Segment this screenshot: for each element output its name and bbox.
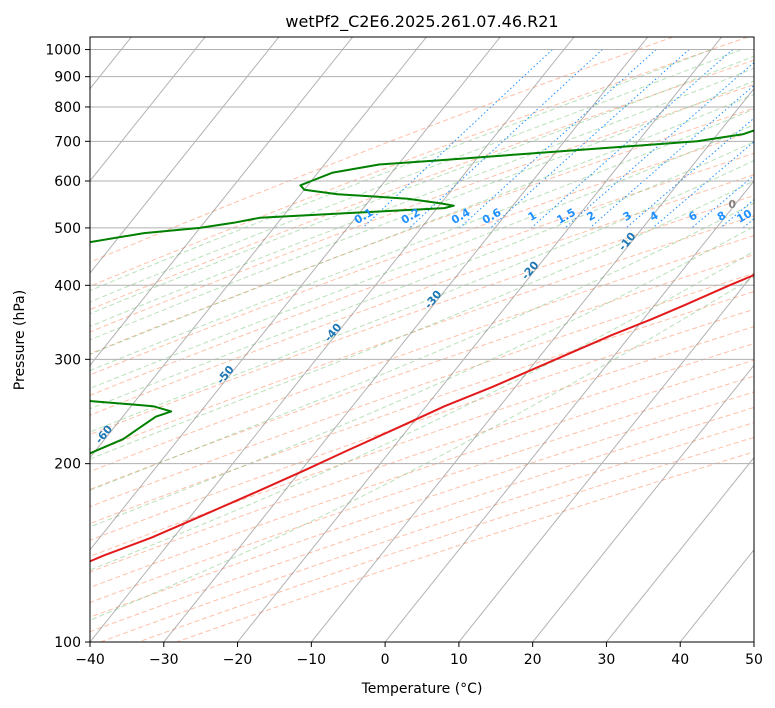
dry-adiabat xyxy=(90,37,674,263)
isotherm xyxy=(384,180,754,642)
x-tick-label: −30 xyxy=(149,652,179,668)
y-tick-label: 600 xyxy=(54,174,81,190)
moist-adiabat xyxy=(90,80,754,341)
x-tick-label: 0 xyxy=(381,652,390,668)
dry-adiabat xyxy=(90,359,754,588)
background-lines xyxy=(90,37,754,642)
moist-adiabat xyxy=(90,202,754,491)
isotherm xyxy=(606,456,754,642)
isotherm xyxy=(237,37,722,642)
moist-adiabat xyxy=(90,160,754,433)
moist-adiabat xyxy=(90,55,754,315)
moist-adiabat xyxy=(90,93,754,355)
dry-adiabat xyxy=(90,59,754,311)
zero-isotherm-label: 0 xyxy=(728,198,736,211)
dry-adiabat xyxy=(90,375,754,604)
y-tick-label: 800 xyxy=(54,100,81,116)
mixing-ratio-line xyxy=(530,49,734,229)
y-tick-label: 300 xyxy=(54,352,81,368)
mixing-ratio-line xyxy=(564,61,754,229)
y-axis-label: Pressure (hPa) xyxy=(12,290,28,390)
isotherm xyxy=(90,37,501,551)
x-tick-label: −20 xyxy=(223,652,253,668)
dry-adiabat xyxy=(90,391,754,618)
temperature-profile xyxy=(90,273,754,563)
dry-adiabat xyxy=(90,174,754,416)
x-tick-label: 30 xyxy=(598,652,616,668)
isotherm xyxy=(458,272,754,642)
y-tick-label: 400 xyxy=(54,278,81,294)
dry-adiabat xyxy=(90,342,754,573)
dry-adiabat xyxy=(90,254,754,490)
y-tick-label: 700 xyxy=(54,134,81,150)
dry-adiabat xyxy=(90,195,754,436)
mixing-ratio-line xyxy=(589,84,754,229)
x-tick-label: 10 xyxy=(450,652,468,668)
isotherm xyxy=(90,37,354,367)
chart-title: wetPf2_C2E6.2025.261.07.46.R21 xyxy=(285,12,558,32)
y-tick-label: 900 xyxy=(54,70,81,86)
y-tick-label: 1000 xyxy=(45,43,81,59)
y-tick-label: 500 xyxy=(54,221,81,237)
moist-adiabat xyxy=(90,108,754,372)
x-tick-label: 20 xyxy=(524,652,542,668)
x-tick-label: 40 xyxy=(671,652,689,668)
dry-adiabat xyxy=(90,326,754,557)
x-tick-label: −10 xyxy=(297,652,327,668)
x-axis: −40 −30 −20 −10 0 10 20 30 40 50 xyxy=(75,642,763,668)
dry-adiabat xyxy=(138,436,754,642)
moist-adiabat xyxy=(90,124,754,389)
mixing-ratio-line xyxy=(362,49,553,229)
moist-adiabat xyxy=(90,276,754,621)
profiles xyxy=(90,129,754,563)
x-tick-label: −40 xyxy=(75,652,105,668)
dry-adiabat xyxy=(90,215,754,454)
mixing-ratio-line xyxy=(409,49,603,229)
dry-adiabat xyxy=(90,37,748,287)
isotherm xyxy=(90,37,206,182)
dry-adiabat xyxy=(90,84,754,333)
y-axis: 100 200 300 400 500 600 700 800 900 1000 xyxy=(45,43,90,651)
isotherm xyxy=(90,37,575,642)
y-tick-label: 200 xyxy=(54,457,81,473)
plot-frame xyxy=(89,36,755,643)
y-tick-label: 100 xyxy=(54,635,81,651)
dry-adiabat xyxy=(90,107,754,355)
isotherm xyxy=(163,37,649,642)
dry-adiabat xyxy=(90,152,754,396)
isotherm xyxy=(90,37,280,274)
mixing-ratio-line xyxy=(459,49,657,229)
dry-adiabat xyxy=(176,451,754,642)
dewpoint-profile xyxy=(90,129,754,455)
isotherm xyxy=(90,37,427,459)
x-tick-label: 50 xyxy=(745,652,763,668)
dry-adiabat xyxy=(90,291,754,525)
isotherm xyxy=(532,364,754,642)
dry-adiabat xyxy=(90,130,754,376)
x-axis-label: Temperature (°C) xyxy=(361,681,483,697)
mixing-ratio-line xyxy=(691,174,754,229)
